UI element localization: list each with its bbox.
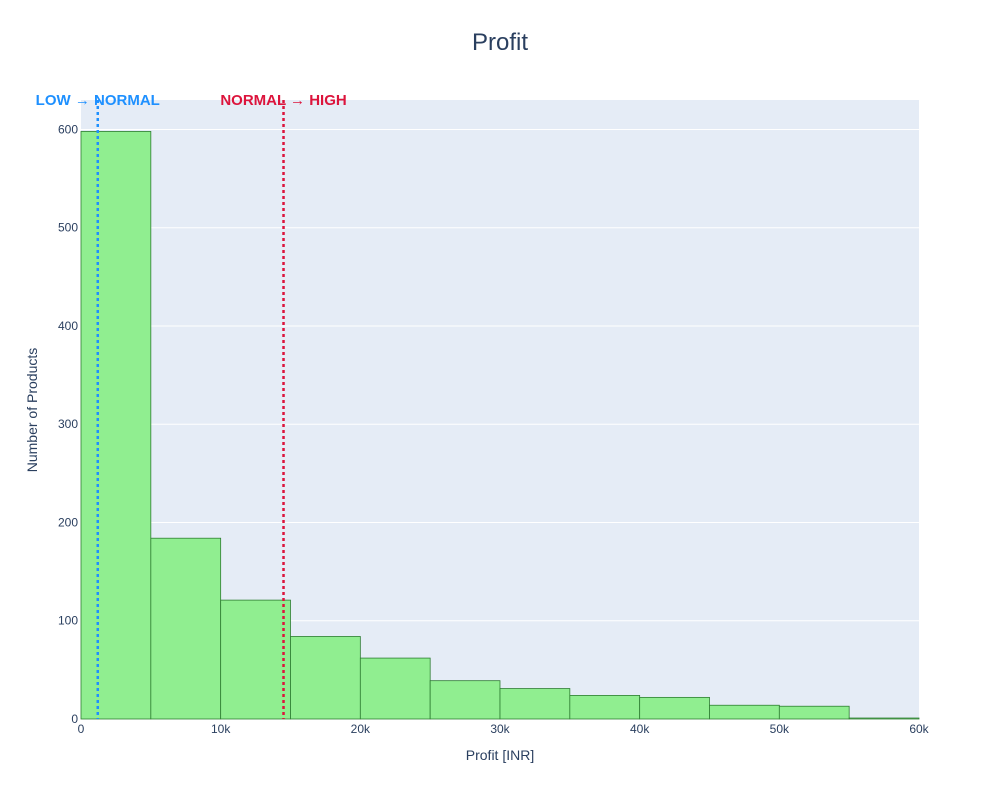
histogram-bar: [639, 696, 710, 720]
chart-title: Profit: [472, 29, 528, 56]
histogram-bar: [848, 717, 920, 720]
x-tick-label: 30k: [490, 722, 510, 736]
y-axis-ticks: 0 100 200 300 400 500 600: [58, 122, 78, 726]
y-tick-label: 200: [58, 515, 78, 529]
histogram-bar: [778, 705, 850, 720]
y-tick-label: 100: [58, 614, 78, 628]
y-tick-label: 400: [58, 319, 78, 333]
histogram-bar: [359, 657, 431, 720]
histogram-bar: [290, 636, 361, 720]
x-axis-label: Profit [INR]: [466, 747, 534, 763]
y-tick-label: 600: [58, 122, 78, 136]
histogram-bar: [499, 688, 571, 720]
x-tick-label: 50k: [770, 722, 790, 736]
histogram-bar: [220, 599, 291, 720]
x-tick-label: 0: [78, 722, 85, 736]
x-tick-label: 60k: [909, 722, 929, 736]
threshold-label: LOW → NORMAL: [36, 92, 160, 109]
y-tick-label: 300: [58, 417, 78, 431]
threshold-label: NORMAL → HIGH: [220, 92, 346, 109]
x-tick-label: 40k: [630, 722, 650, 736]
y-tick-label: 500: [58, 221, 78, 235]
threshold-lines: LOW → NORMAL NORMAL → HIGH: [36, 92, 347, 719]
histogram-bar: [429, 680, 501, 720]
histogram-bar: [569, 695, 641, 720]
histogram-bar: [709, 704, 780, 720]
histogram-bars: [80, 131, 920, 720]
y-tick-label: 0: [71, 712, 78, 726]
histogram-bar: [150, 537, 222, 720]
x-axis-ticks: 0 10k 20k 30k 40k 50k 60k: [78, 722, 930, 736]
y-axis-label: Number of Products: [24, 348, 40, 473]
histogram-bar: [80, 131, 152, 720]
x-tick-label: 20k: [351, 722, 371, 736]
x-tick-label: 10k: [211, 722, 231, 736]
